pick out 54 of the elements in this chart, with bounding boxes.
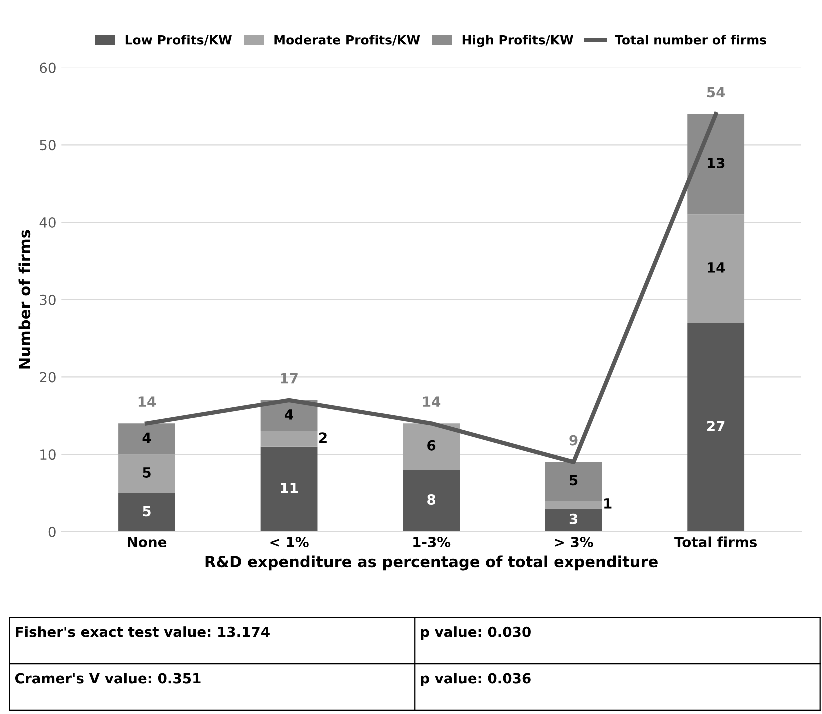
data-label: 14 [138, 396, 156, 407]
data-label: 2 [320, 432, 327, 443]
bar [545, 462, 602, 501]
data-label: 5 [570, 475, 578, 486]
x-axis-title: R&D expenditure as percentage of total expenditure [206, 556, 658, 571]
data-label: 1 [604, 498, 612, 509]
bar [260, 431, 318, 447]
bar [403, 470, 460, 532]
data-label: 4 [142, 432, 152, 443]
text: Fisher's exact test value: 13.174 [16, 626, 270, 638]
data-label: 4 [285, 410, 294, 420]
bar [688, 214, 745, 324]
bar [260, 446, 318, 532]
bar [688, 114, 745, 215]
y-tick-label: 0 [48, 526, 56, 538]
bar [118, 424, 176, 455]
bar [118, 493, 176, 532]
data-label: 54 [707, 87, 726, 98]
data-label: 27 [708, 421, 725, 432]
data-label: 6 [428, 440, 436, 451]
x-tick-label: Total firms [674, 536, 758, 548]
data-label: 3 [570, 514, 578, 524]
data-label: 14 [423, 396, 441, 407]
bar [545, 508, 602, 532]
data-label: 11 [281, 483, 298, 494]
y-tick-label: 20 [40, 372, 56, 383]
y-tick-label: 60 [40, 62, 56, 74]
bar [545, 500, 602, 509]
data-label: 8 [428, 494, 436, 506]
data-label: 14 [708, 262, 726, 273]
data-label: 9 [570, 435, 578, 446]
x-tick-label: 1-3% [414, 537, 451, 548]
legend-label: Total number of firms [615, 35, 766, 45]
data-label: 13 [708, 158, 725, 169]
data-label: 17 [281, 374, 298, 384]
y-axis-title: Number of firms [18, 230, 31, 369]
bar [688, 323, 745, 532]
x-tick-label: None [128, 537, 167, 548]
bar [403, 424, 460, 470]
y-tick-label: 10 [40, 450, 56, 460]
x-tick-label: > 3% [555, 537, 594, 548]
legend-label: Low Profits/KW [126, 35, 232, 46]
x-tick-label: < 1% [270, 537, 309, 548]
bar [118, 454, 176, 494]
text: p value: 0.030 [421, 626, 531, 640]
data-label: 5 [143, 468, 151, 478]
y-tick-label: 40 [40, 218, 56, 228]
text: Cramer's V value: 0.351 [15, 673, 201, 684]
text: p value: 0.036 [421, 673, 531, 686]
y-tick-label: 30 [40, 294, 56, 306]
y-tick-label: 50 [40, 140, 56, 151]
legend-label: High Profits/KW [462, 35, 574, 48]
legend-label: Moderate Profits/KW [274, 35, 420, 46]
data-label: 5 [143, 506, 151, 517]
